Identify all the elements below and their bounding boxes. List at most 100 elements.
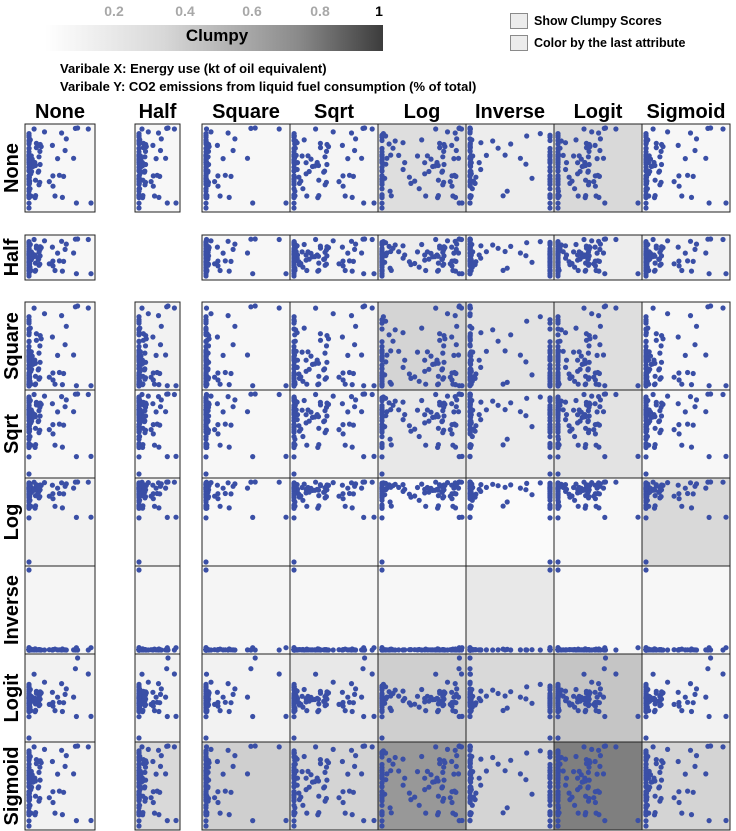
scatter-point xyxy=(575,267,581,274)
scatter-point xyxy=(215,370,221,376)
scatter-cell[interactable] xyxy=(377,477,467,567)
scatter-cell[interactable] xyxy=(201,565,291,655)
scatter-point xyxy=(458,126,465,132)
scatter-cell[interactable] xyxy=(201,234,291,281)
scatter-cell[interactable] xyxy=(289,565,379,655)
scatter-point xyxy=(706,514,712,521)
scatter-point xyxy=(312,414,318,420)
scatter-point xyxy=(35,367,41,373)
scatter-point xyxy=(456,200,462,206)
scatter-point xyxy=(36,350,42,356)
scatter-point xyxy=(449,183,455,189)
scatter-point xyxy=(585,350,592,356)
scatter-cell[interactable] xyxy=(553,565,643,655)
scatter-point xyxy=(643,515,649,521)
scatter-point xyxy=(353,686,359,692)
show-clumpy-scores-checkbox[interactable]: Show Clumpy Scores xyxy=(510,13,662,29)
scatter-point xyxy=(220,250,226,256)
scatter-point xyxy=(432,414,438,420)
scatter-point xyxy=(50,258,56,264)
scatter-point xyxy=(232,481,238,487)
scatter-point xyxy=(41,129,48,135)
scatter-cell[interactable] xyxy=(377,565,467,655)
scatter-point xyxy=(340,647,346,653)
scatter-point xyxy=(585,495,592,501)
scatter-point xyxy=(336,427,342,433)
scatter-point xyxy=(31,361,37,367)
scatter-point xyxy=(379,422,385,428)
scatter-point xyxy=(650,236,656,243)
scatter-point xyxy=(136,559,142,565)
color-by-last-attribute-checkbox[interactable]: Color by the last attribute xyxy=(510,35,685,51)
scatter-point xyxy=(388,381,394,387)
scatter-point xyxy=(215,491,221,497)
scatter-point xyxy=(63,397,69,403)
scatter-point xyxy=(291,695,297,701)
scatter-point xyxy=(369,671,375,677)
scatter-point xyxy=(585,154,592,160)
scatter-cell[interactable] xyxy=(201,477,291,567)
scatter-point xyxy=(635,200,641,206)
scatter-point xyxy=(583,177,589,183)
scatter-point xyxy=(153,352,159,358)
scatter-point xyxy=(136,152,142,158)
scatter-point xyxy=(151,193,158,199)
scatter-point xyxy=(547,320,553,326)
checkbox-box[interactable] xyxy=(510,35,528,51)
scatter-point xyxy=(379,164,385,170)
scatter-cell[interactable] xyxy=(377,123,467,213)
scatter-point xyxy=(136,326,142,332)
scatter-point xyxy=(316,701,322,707)
scatter-point xyxy=(150,647,156,653)
scatter-point xyxy=(26,326,32,332)
scatter-point xyxy=(439,169,445,175)
scatter-cell[interactable] xyxy=(134,565,181,655)
scatter-cell[interactable] xyxy=(289,477,379,567)
scatter-point xyxy=(452,268,459,274)
scatter-point xyxy=(456,713,462,720)
scatter-point xyxy=(583,140,590,146)
scatter-cell[interactable] xyxy=(465,565,555,655)
scatter-point xyxy=(402,357,408,363)
scatter-point xyxy=(576,349,582,355)
scatter-point xyxy=(62,404,68,410)
scatter-point xyxy=(321,169,327,175)
legend-tick: 0.2 xyxy=(104,3,124,19)
scatter-point xyxy=(555,186,561,192)
scatter-point xyxy=(214,142,220,148)
scatter-point xyxy=(657,485,663,491)
legend-tick: 0.4 xyxy=(175,3,195,19)
scatter-point xyxy=(720,391,726,398)
scatter-point xyxy=(276,305,282,311)
scatter-point xyxy=(203,318,209,324)
scatter-cell[interactable] xyxy=(24,565,96,655)
scatter-point xyxy=(547,429,553,435)
scatter-point xyxy=(228,700,234,706)
scatter-point xyxy=(467,397,473,403)
scatter-point xyxy=(573,325,579,331)
scatter-point xyxy=(142,647,148,653)
scatter-point xyxy=(643,157,649,163)
scatter-point xyxy=(301,137,307,143)
scatter-cell[interactable] xyxy=(289,123,379,213)
scatter-point xyxy=(339,244,345,250)
scatter-point xyxy=(658,343,664,349)
scatter-point xyxy=(56,421,63,427)
scatter-point xyxy=(359,485,365,491)
scatter-point xyxy=(203,168,209,175)
scatter-point xyxy=(478,364,484,370)
checkbox-box[interactable] xyxy=(510,13,528,29)
scatter-cell[interactable] xyxy=(201,123,291,213)
scatter-point xyxy=(495,402,501,408)
scatter-point xyxy=(151,708,158,714)
scatter-point xyxy=(524,480,530,486)
scatter-cell[interactable] xyxy=(641,565,731,655)
scatter-point xyxy=(682,352,688,358)
scatter-point xyxy=(85,391,91,398)
scatter-point xyxy=(594,409,600,415)
scatter-point xyxy=(577,256,583,262)
scatter-point xyxy=(304,708,310,714)
scatter-point xyxy=(555,354,561,360)
scatter-point xyxy=(360,125,366,131)
row-header: Inverse xyxy=(1,575,23,645)
